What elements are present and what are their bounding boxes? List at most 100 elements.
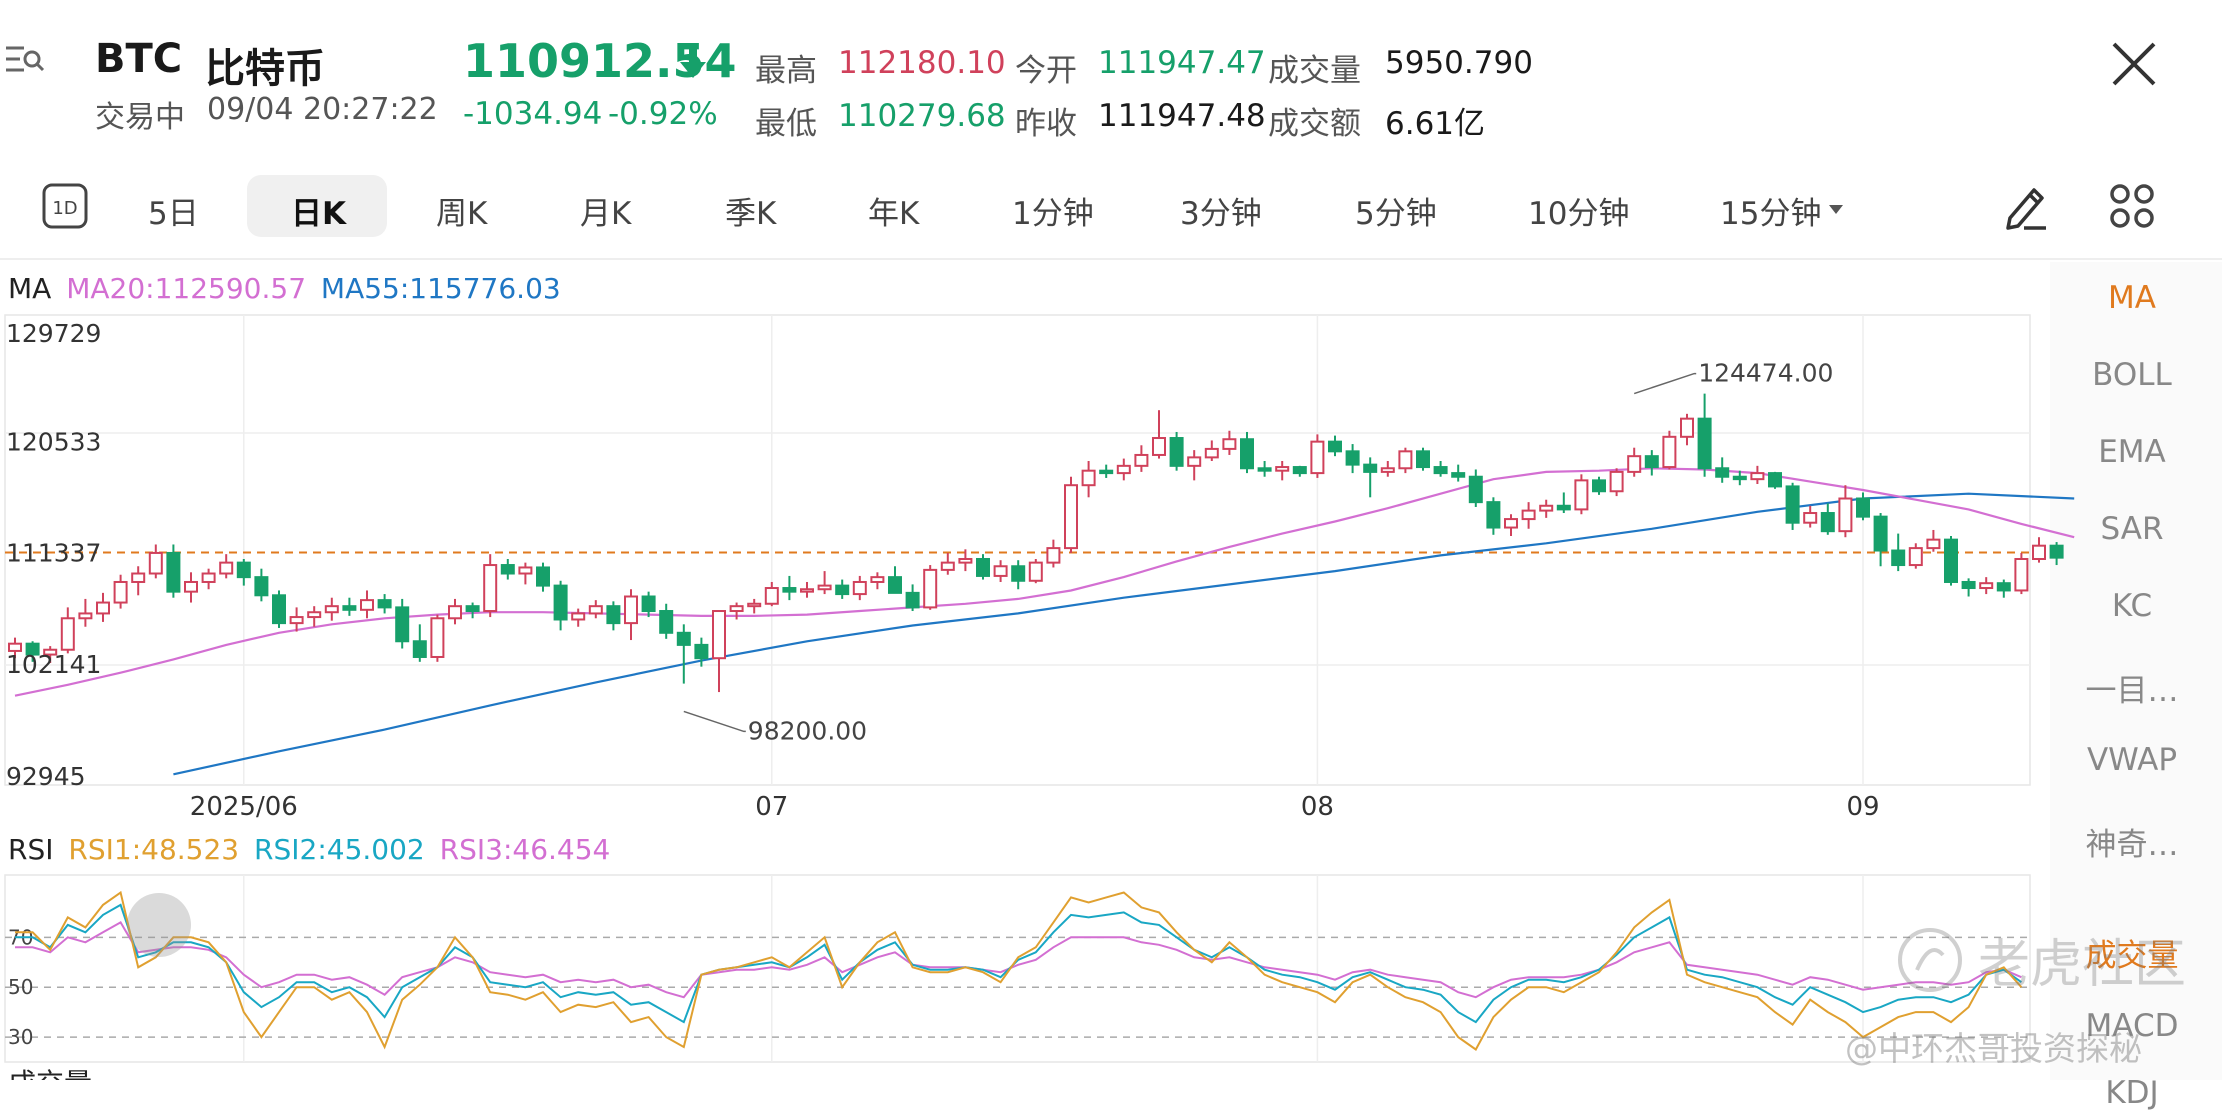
tab-weekly-k[interactable]: 周K <box>436 196 488 232</box>
y-axis-tick: 111337 <box>6 539 101 568</box>
candle-body <box>1926 538 1941 550</box>
grid-layout-icon[interactable] <box>2108 182 2156 234</box>
candle-body <box>201 572 216 583</box>
candle <box>518 562 533 585</box>
candle-body <box>2014 557 2029 592</box>
indicator-sar[interactable]: SAR <box>2100 511 2164 547</box>
candle <box>184 572 198 603</box>
candle <box>588 600 603 619</box>
candle-body <box>553 584 568 621</box>
candle <box>1680 413 1694 446</box>
candle-body <box>1081 469 1096 487</box>
candle-body <box>25 642 40 656</box>
candle-body <box>254 576 269 597</box>
watermark-logo-icon <box>1895 925 1965 999</box>
candle <box>500 558 515 580</box>
rsi2-line <box>15 903 2022 1024</box>
tab-daily-k[interactable]: 日K <box>291 196 347 232</box>
candle <box>1363 457 1378 498</box>
candle <box>1644 450 1659 476</box>
candle <box>1046 539 1061 568</box>
volume-label: 成交量 <box>1268 53 1361 89</box>
tab-monthly-k[interactable]: 月K <box>580 196 632 232</box>
candle <box>1292 465 1307 477</box>
tab-15min[interactable]: 15分钟 <box>1720 196 1822 232</box>
candle-body <box>236 561 251 579</box>
candle <box>905 584 920 612</box>
candle-body <box>1873 515 1888 552</box>
rsi2-legend: RSI2:45.002 <box>254 833 425 866</box>
tab-10min[interactable]: 10分钟 <box>1528 196 1630 232</box>
candle <box>78 598 93 627</box>
candle-body <box>993 565 1008 577</box>
candle <box>219 554 234 579</box>
candle-body <box>8 642 22 652</box>
candle-body <box>1204 447 1219 459</box>
candle <box>272 590 286 628</box>
indicator-kc[interactable]: KC <box>2111 588 2153 624</box>
candle <box>1134 445 1149 472</box>
candle <box>1996 579 2011 598</box>
rsi3-legend: RSI3:46.454 <box>439 833 611 866</box>
indicator-vwap[interactable]: VWAP <box>2086 742 2178 778</box>
indicator-ichimoku[interactable]: 一目… <box>2085 673 2179 709</box>
candle <box>571 608 586 627</box>
tab-quarterly-k[interactable]: 季K <box>725 196 777 232</box>
candle <box>1468 469 1483 507</box>
candle <box>1345 444 1360 474</box>
candle-body <box>518 566 533 575</box>
indicator-volume[interactable]: 成交量 <box>2085 938 2179 974</box>
candle-body <box>1310 440 1325 475</box>
tab-yearly-k[interactable]: 年K <box>868 196 920 232</box>
candle-body <box>588 605 603 615</box>
x-axis-date-label: 07 <box>755 792 788 822</box>
indicator-ema[interactable]: EMA <box>2098 434 2166 470</box>
candle <box>976 554 990 580</box>
candle <box>764 581 779 607</box>
low-value: 110279.68 <box>838 98 1006 134</box>
tab-5min[interactable]: 5分钟 <box>1355 196 1437 232</box>
candle <box>2049 542 2064 566</box>
tab-1min[interactable]: 1分钟 <box>1012 196 1094 232</box>
indicator-macd[interactable]: MACD <box>2085 1008 2179 1044</box>
ma-legend-label: MA <box>8 272 52 305</box>
period-1d-icon[interactable]: 1D <box>42 183 88 233</box>
candle <box>1627 447 1642 477</box>
y-axis-tick: 120533 <box>6 427 101 456</box>
candle <box>483 554 498 618</box>
main-panel-frame <box>4 314 2031 786</box>
candle-body <box>641 595 656 613</box>
candle-body <box>1803 512 1818 524</box>
ma20-legend: MA20:112590.57 <box>66 272 307 305</box>
rsi3-line <box>15 921 2022 999</box>
candle <box>1820 503 1835 535</box>
candle-body <box>1398 450 1413 470</box>
candle-body <box>888 576 902 594</box>
candle <box>712 610 726 693</box>
tab-3min[interactable]: 3分钟 <box>1180 196 1262 232</box>
prev-close-label: 昨收 <box>1015 106 1077 142</box>
candle <box>659 603 674 639</box>
indicator-kdj[interactable]: KDJ <box>2105 1075 2159 1111</box>
kline-chart[interactable]: 124474.00 98200.00 129729 120533 111337 1021… <box>0 0 2222 1080</box>
candle-body <box>148 551 163 575</box>
indicator-ma[interactable]: MA <box>2108 280 2156 316</box>
candle-body <box>307 611 322 619</box>
candle-body <box>1169 437 1184 467</box>
candle-body <box>1785 485 1800 524</box>
candle <box>430 614 445 662</box>
candle-body <box>712 610 726 660</box>
candle-body <box>764 587 779 605</box>
indicator-boll[interactable]: BOLL <box>2092 357 2172 393</box>
close-icon[interactable] <box>2110 40 2158 92</box>
tab-5day[interactable]: 5日 <box>148 196 199 232</box>
candle-body <box>782 587 797 593</box>
candle <box>2032 537 2046 563</box>
indicator-magic[interactable]: 神奇… <box>2085 827 2179 863</box>
menu-icon[interactable] <box>4 42 46 82</box>
candle-body <box>747 602 762 608</box>
draw-pen-icon[interactable] <box>2000 180 2052 236</box>
candle <box>1099 464 1114 478</box>
dropdown-caret-icon[interactable] <box>1828 201 1844 220</box>
candle-body <box>571 612 586 621</box>
